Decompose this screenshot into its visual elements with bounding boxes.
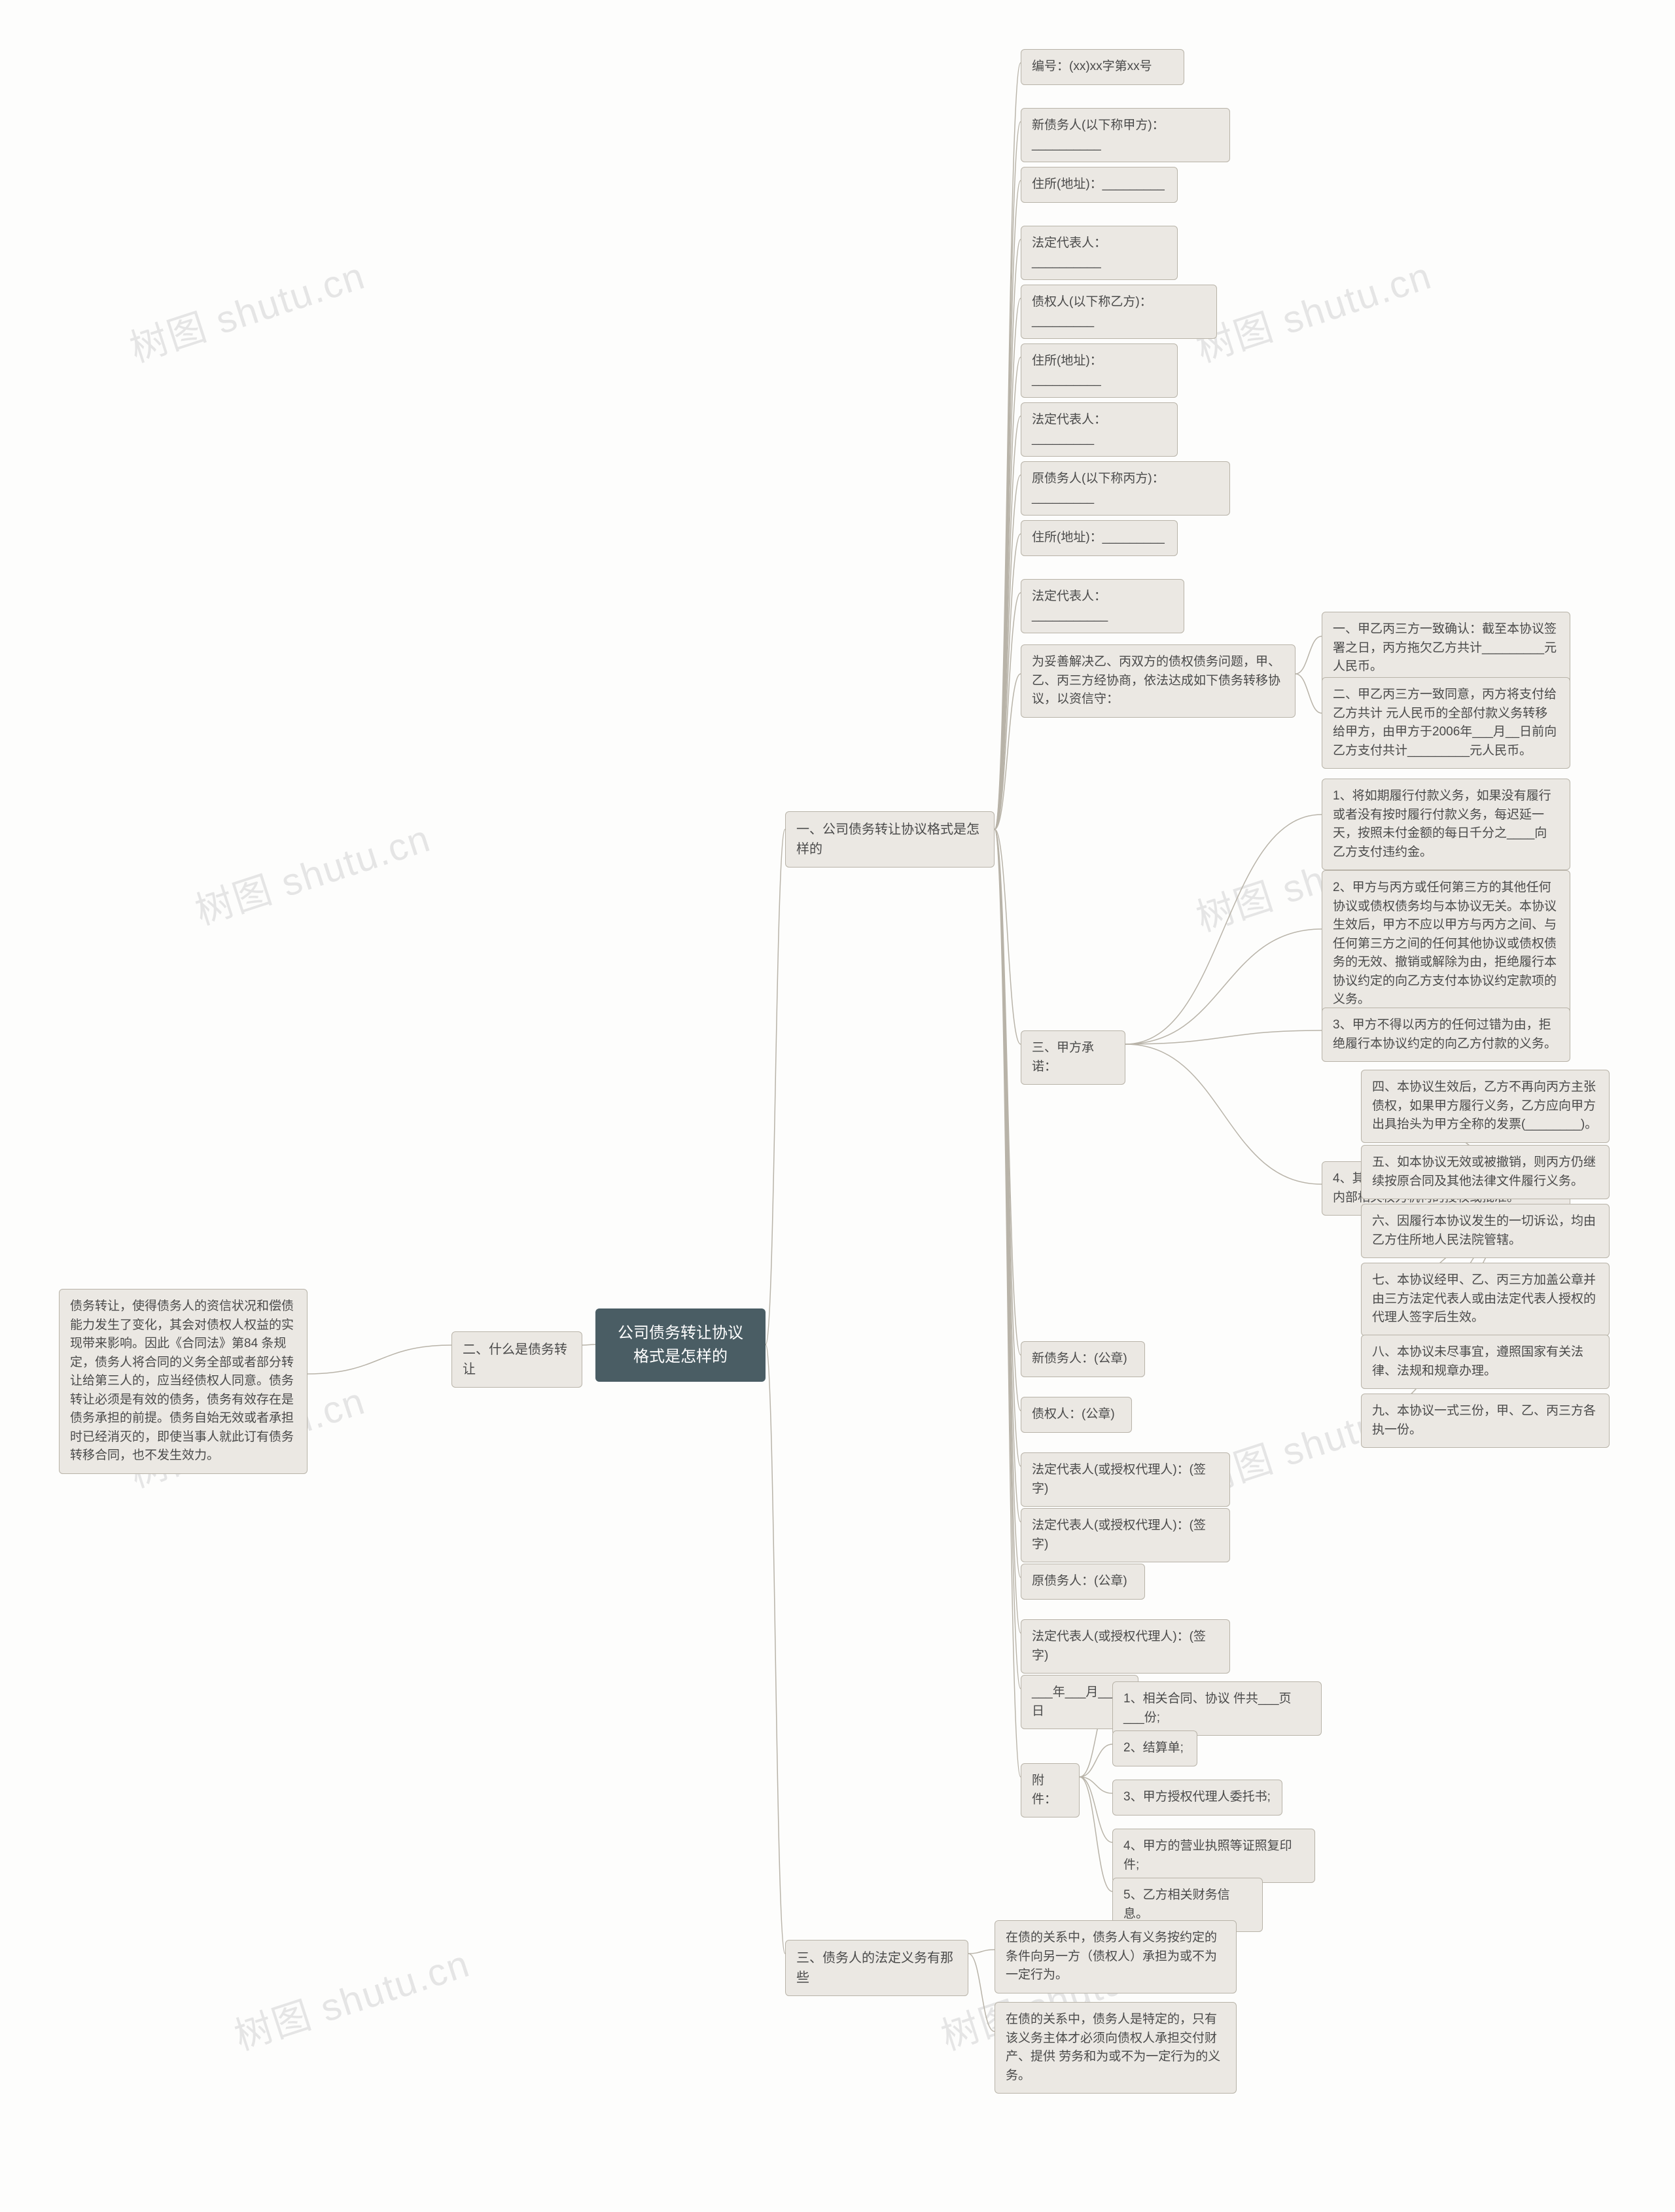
s1-child-c10: 法定代表人：___________ [1021,579,1184,633]
s1-child-c14: 债权人：(公章) [1021,1397,1132,1433]
s1-child-c5: 债权人(以下称乙方)：_________ [1021,285,1217,339]
s1-child-c13: 新债务人：(公章) [1021,1341,1145,1377]
s1-child-c4: 法定代表人：__________ [1021,226,1178,280]
section-3: 三、债务人的法定义务有那些 [785,1940,968,1996]
s1-child-c9: 住所(地址)：_________ [1021,520,1178,556]
c11-child-c11a: 一、甲乙丙三方一致确认：截至本协议签署之日，丙方拖欠乙方共计_________元… [1322,612,1570,685]
s1-child-c1: 编号：(xx)xx字第xx号 [1021,49,1184,85]
watermark: 树图 shutu.cn [226,1933,476,2060]
root-node: 公司债务转让协议格式是怎样的 [595,1308,766,1382]
s3-child-d1: 在债的关系中，债务人有义务按约定的条件向另一方（债权人）承担为或不为一定行为。 [995,1920,1237,1993]
p4-child-p4c: 六、因履行本协议发生的一切诉讼，均由乙方住所地人民法院管辖。 [1361,1204,1610,1258]
section-2: 二、什么是债务转让 [451,1331,582,1388]
s1-child-c7: 法定代表人：_________ [1021,402,1178,457]
s3-child-d2: 在债的关系中，债务人是特定的，只有该义务主体才必须向债权人承担交付财产、提供 劳… [995,2002,1237,2094]
s1-child-c11: 为妥善解决乙、丙双方的债权债务问题，甲、乙、丙三方经协商，依法达成如下债务转移协… [1021,644,1296,718]
p4-child-p4b: 五、如本协议无效或被撤销，则丙方仍继续按原合同及其他法律文件履行义务。 [1361,1145,1610,1199]
watermark: 树图 shutu.cn [187,807,436,935]
c20-child-a2: 2、结算单; [1112,1730,1197,1766]
c12-child-p1: 1、将如期履行付款义务，如果没有履行或者没有按时履行付款义务，每迟延一天，按照未… [1322,779,1570,870]
p4-child-p4a: 四、本协议生效后，乙方不再向丙方主张债权，如果甲方履行义务，乙方应向甲方出具抬头… [1361,1070,1610,1143]
c20-child-a3: 3、甲方授权代理人委托书; [1112,1780,1282,1816]
watermark: 树图 shutu.cn [1188,245,1437,372]
s1-child-c20: 附件： [1021,1763,1080,1817]
c20-child-a4: 4、甲方的营业执照等证照复印件; [1112,1829,1315,1883]
s1-child-c12: 三、甲方承诺： [1021,1030,1125,1085]
c20-child-a1: 1、相关合同、协议 件共___页___份; [1112,1681,1322,1736]
s1-child-c18: 法定代表人(或授权代理人)：(签字) [1021,1619,1230,1674]
s1-child-c8: 原债务人(以下称丙方)：_________ [1021,461,1230,516]
s2-detail: 债务转让，使得债务人的资信状况和偿债能力发生了变化，其会对债权人权益的实现带来影… [59,1289,308,1474]
s1-child-c15: 法定代表人(或授权代理人)：(签字) [1021,1452,1230,1507]
s1-child-c16: 法定代表人(或授权代理人)：(签字) [1021,1508,1230,1562]
c11-child-c11b: 二、甲乙丙三方一致同意，丙方将支付给乙方共计 元人民币的全部付款义务转移给甲方，… [1322,677,1570,769]
c12-child-p3: 3、甲方不得以丙方的任何过错为由，拒绝履行本协议约定的向乙方付款的义务。 [1322,1008,1570,1062]
p4-child-p4e: 八、本协议未尽事宜，遵照国家有关法律、法规和规章办理。 [1361,1335,1610,1389]
s1-child-c2: 新债务人(以下称甲方)：__________ [1021,108,1230,162]
c12-child-p2: 2、甲方与丙方或任何第三方的其他任何协议或债权债务均与本协议无关。本协议生效后，… [1322,870,1570,1018]
s1-child-c3: 住所(地址)：_________ [1021,167,1178,203]
watermark: 树图 shutu.cn [122,245,371,372]
p4-child-p4d: 七、本协议经甲、乙、丙三方加盖公章并由三方法定代表人或由法定代表人授权的代理人签… [1361,1263,1610,1336]
p4-child-p4f: 九、本协议一式三份，甲、乙、丙三方各执一份。 [1361,1394,1610,1448]
s1-child-c6: 住所(地址)：__________ [1021,343,1178,398]
section-1: 一、公司债务转让协议格式是怎样的 [785,811,995,868]
s1-child-c17: 原债务人：(公章) [1021,1564,1145,1600]
